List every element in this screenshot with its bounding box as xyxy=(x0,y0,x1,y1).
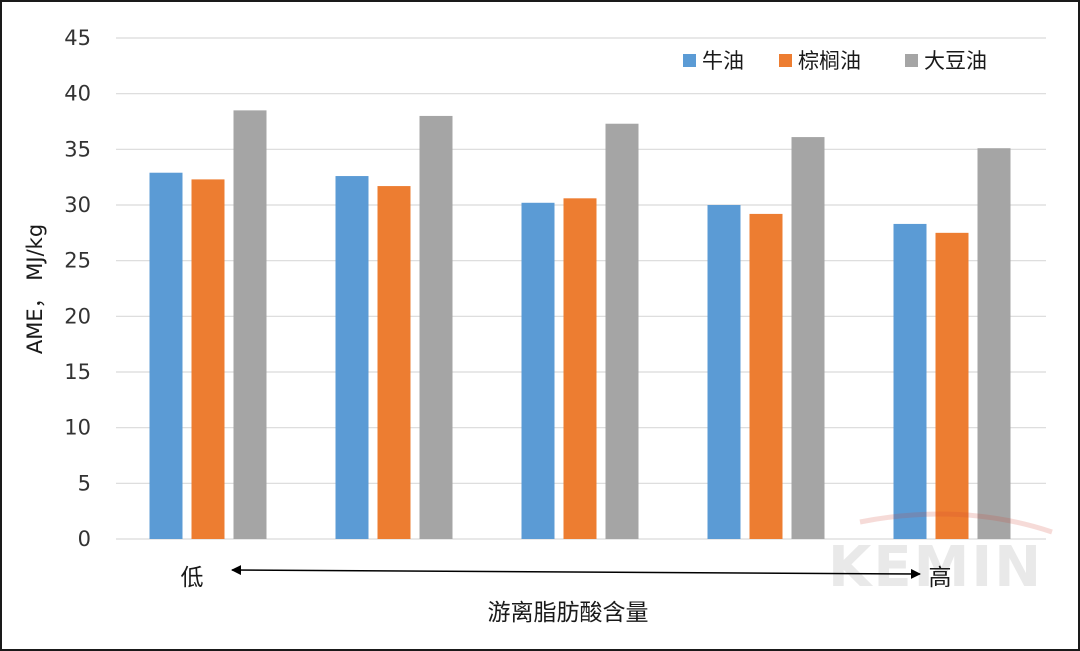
y-tick-label: 0 xyxy=(78,527,91,551)
bar-大豆油-3 xyxy=(605,123,639,539)
bar-棕榈油-2 xyxy=(377,186,411,539)
legend-swatch xyxy=(779,54,792,67)
legend-swatch xyxy=(905,54,918,67)
bar-棕榈油-3 xyxy=(563,198,597,539)
y-tick-label: 35 xyxy=(64,137,91,161)
double-headed-arrow xyxy=(231,565,921,579)
bar-牛油-5 xyxy=(893,223,927,539)
bar-牛油-3 xyxy=(521,202,555,540)
x-axis-high-label: 高 xyxy=(929,565,952,591)
x-axis-label: 游离脂肪酸含量 xyxy=(488,600,649,626)
bar-大豆油-1 xyxy=(233,110,267,539)
legend-label: 棕榈油 xyxy=(798,49,861,73)
y-tick-label: 40 xyxy=(64,82,91,106)
y-tick-label: 30 xyxy=(64,193,91,217)
y-tick-label: 15 xyxy=(64,360,91,384)
y-tick-label: 20 xyxy=(64,304,91,328)
y-tick-label: 5 xyxy=(78,471,91,495)
bar-牛油-1 xyxy=(149,172,183,540)
bar-棕榈油-5 xyxy=(935,232,969,540)
x-axis-low-label: 低 xyxy=(181,565,204,591)
y-tick-label: 45 xyxy=(64,26,91,50)
bar-棕榈油-1 xyxy=(191,179,225,540)
legend-swatch xyxy=(683,54,696,67)
y-tick-label: 10 xyxy=(64,416,91,440)
y-axis-tick-labels: 0 5 10 15 20 25 30 35 40 45 xyxy=(64,26,91,551)
kemin-watermark-logo: KEMIN xyxy=(828,511,1053,600)
legend: 牛油 棕榈油 大豆油 xyxy=(683,49,987,73)
bars xyxy=(149,110,1011,540)
y-axis-label: AME， MJ/kg xyxy=(23,224,47,354)
bar-大豆油-4 xyxy=(791,137,825,539)
bar-大豆油-2 xyxy=(419,115,453,539)
bar-牛油-4 xyxy=(707,205,741,539)
bar-大豆油-5 xyxy=(977,148,1011,539)
bar-棕榈油-4 xyxy=(749,213,783,539)
bar-牛油-2 xyxy=(335,176,369,539)
legend-label: 牛油 xyxy=(702,49,744,73)
legend-label: 大豆油 xyxy=(924,49,987,73)
y-tick-label: 25 xyxy=(64,249,91,273)
